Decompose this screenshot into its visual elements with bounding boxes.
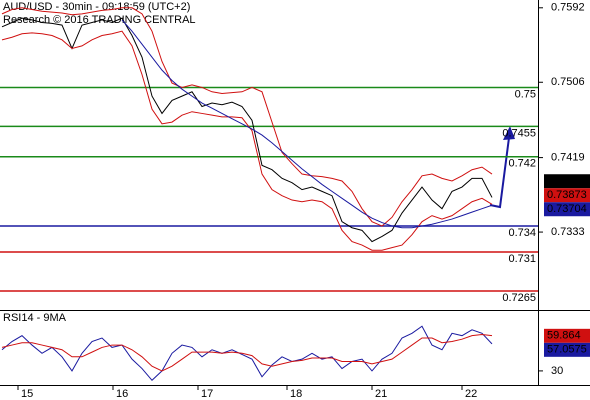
series-line [1,17,493,243]
last-value-box [544,202,590,217]
last-value-label: 0.73917 [547,175,587,187]
y-tick-label: 30 [551,365,563,377]
forecast-arrow [489,129,511,209]
y-tick-label: 0.7592 [551,2,585,14]
y-tick-label: 0.7506 [551,76,585,88]
chart-title: AUD/USD - 30min - 09:18:59 (UTC+2) [3,1,190,13]
level-label: 0.7455 [502,127,536,139]
level-label: 0.742 [508,158,536,170]
level-label: 0.7265 [502,292,536,304]
last-value-box [544,188,590,203]
y-tick-label: 0.7419 [551,152,585,164]
x-tick-label: 18 [290,388,302,400]
series-line [1,7,493,227]
x-tick-label: 15 [21,388,33,400]
x-tick-label: 16 [116,388,128,400]
series-line [1,325,493,382]
last-value-box [544,174,590,189]
level-label: 0.75 [515,88,536,100]
series-line [121,19,493,229]
last-value-label: 0.73704 [547,203,587,215]
last-value-box [544,342,590,357]
level-label: 0.734 [508,227,536,239]
series-line [1,30,493,251]
level-label: 0.731 [508,253,536,265]
last-value-label: 57.0575 [547,344,587,356]
x-tick-label: 17 [201,388,213,400]
last-value-label: 0.73873 [547,189,587,201]
forecast-arrowhead [503,126,515,140]
x-tick-label: 21 [375,388,387,400]
series-line [1,333,493,372]
last-value-box [544,328,590,343]
x-tick-label: 22 [465,388,477,400]
rsi-title: RSI14 - 9MA [3,312,67,324]
last-value-label: 59.864 [547,330,581,342]
y-tick-label: 0.7333 [551,226,585,238]
